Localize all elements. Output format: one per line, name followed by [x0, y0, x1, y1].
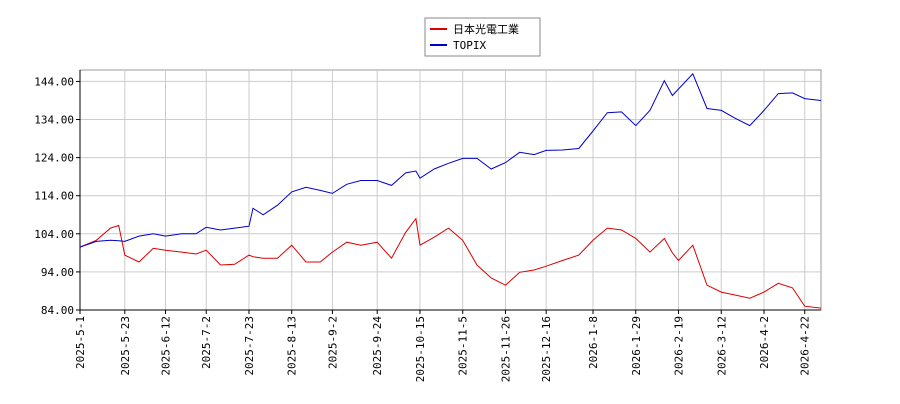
- y-tick-label: 94.00: [41, 266, 74, 279]
- x-tick-label: 2026-3-12: [715, 316, 728, 376]
- x-tick-label: 2025-7-2: [200, 316, 213, 369]
- y-tick-label: 84.00: [41, 304, 74, 317]
- x-tick-label: 2025-9-2: [326, 316, 339, 369]
- x-tick-label: 2025-9-24: [371, 316, 384, 376]
- y-tick-label: 104.00: [34, 228, 74, 241]
- x-tick-label: 2025-10-15: [414, 316, 427, 382]
- y-tick-label: 134.00: [34, 114, 74, 127]
- x-tick-label: 2025-12-16: [540, 316, 553, 382]
- series-line: [79, 72, 822, 248]
- legend-label: 日本光電工業: [453, 22, 519, 36]
- x-tick-label: 2025-11-26: [499, 316, 512, 382]
- series-line: [79, 217, 822, 309]
- x-tick-label: 2026-4-22: [799, 316, 812, 376]
- legend-label: TOPIX: [453, 39, 486, 52]
- x-tick-label: 2026-4-2: [758, 316, 771, 369]
- x-tick-label: 2025-6-12: [160, 316, 173, 376]
- x-tick-label: 2026-1-8: [587, 316, 600, 369]
- plot-area: [79, 69, 822, 311]
- legend-box: [424, 17, 541, 57]
- x-tick-label: 2026-1-29: [630, 316, 643, 376]
- x-tick-label: 2025-7-23: [243, 316, 256, 376]
- x-tick-label: 2025-5-23: [119, 316, 132, 376]
- y-tick-label: 124.00: [34, 152, 74, 165]
- y-tick-label: 144.00: [34, 75, 74, 88]
- x-tick-label: 2025-11-5: [457, 316, 470, 376]
- x-tick-label: 2026-2-19: [673, 316, 686, 376]
- x-tick-label: 2025-5-1: [74, 316, 87, 369]
- y-tick-label: 114.00: [34, 190, 74, 203]
- x-tick-label: 2025-8-13: [286, 316, 299, 376]
